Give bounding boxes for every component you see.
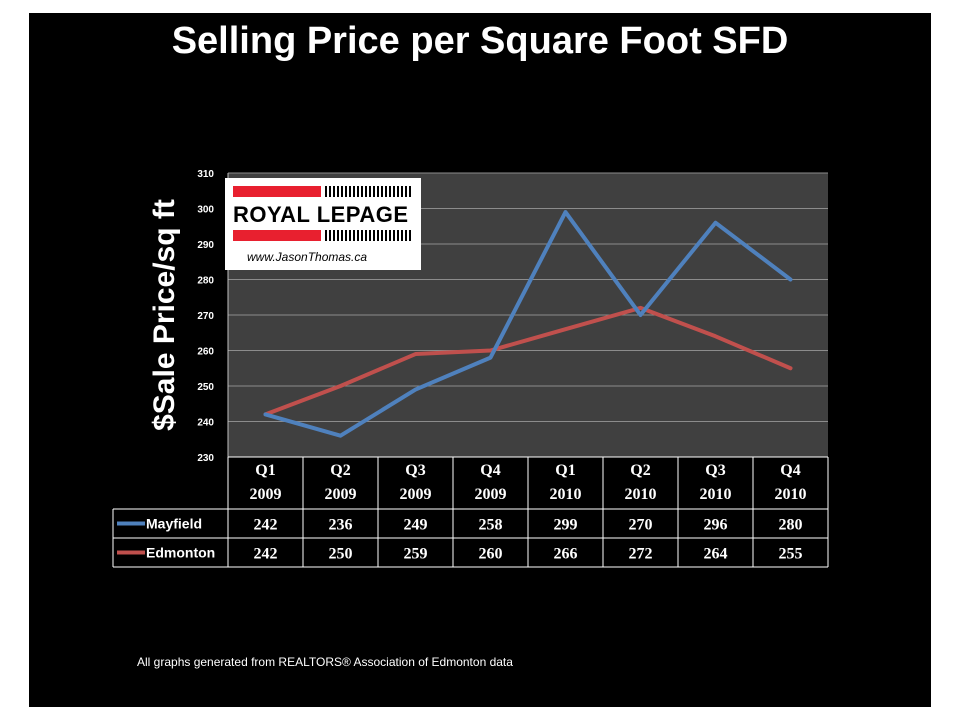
data-value: 255	[779, 546, 803, 563]
data-value: 250	[329, 546, 353, 563]
x-tick-label: Q1	[555, 462, 575, 479]
y-tick-label: 290	[197, 240, 214, 251]
x-tick-label: Q3	[705, 462, 725, 479]
data-value: 270	[629, 517, 653, 534]
series-line-mayfield	[263, 210, 793, 438]
data-value: 249	[404, 517, 428, 534]
legend-label: Mayfield	[146, 516, 202, 532]
y-tick-label: 250	[197, 382, 214, 393]
royal-lepage-logo: ROYAL LEPAGE www.JasonThomas.ca	[225, 178, 421, 270]
y-tick-label: 300	[197, 205, 214, 216]
y-tick-label: 310	[197, 169, 214, 180]
chart-title: Selling Price per Square Foot SFD	[171, 20, 789, 62]
data-value: 280	[779, 517, 803, 534]
data-value: 266	[554, 546, 578, 563]
logo-url: www.JasonThomas.ca	[247, 250, 368, 264]
y-tick-label: 270	[197, 311, 214, 322]
logo-red-bar-top	[233, 186, 321, 197]
data-value: 259	[404, 546, 428, 563]
y-tick-label: 260	[197, 347, 214, 358]
x-tick-label: Q4	[480, 462, 500, 479]
data-value: 242	[254, 546, 278, 563]
x-tick-label: 2010	[625, 486, 657, 503]
x-tick-label: 2009	[475, 486, 507, 503]
data-value: 258	[479, 517, 503, 534]
logo-hash-bottom	[325, 230, 413, 241]
x-tick-label: 2009	[325, 486, 357, 503]
data-value: 264	[704, 546, 728, 563]
logo-brand-text: ROYAL LEPAGE	[233, 202, 409, 227]
x-tick-label: Q2	[630, 462, 650, 479]
data-value: 299	[554, 517, 578, 534]
x-tick-label: 2010	[775, 486, 807, 503]
logo-red-bar-bottom	[233, 230, 321, 241]
footer-note: All graphs generated from REALTORS® Asso…	[137, 655, 513, 669]
data-value: 296	[704, 517, 728, 534]
y-tick-label: 230	[197, 453, 214, 464]
y-tick-label: 240	[197, 418, 214, 429]
y-tick-label: 280	[197, 276, 214, 287]
logo-hash-top	[325, 186, 413, 197]
x-tick-label: Q3	[405, 462, 425, 479]
series-line-edmonton	[263, 305, 793, 417]
x-tick-label: 2010	[700, 486, 732, 503]
legend-label: Edmonton	[146, 545, 215, 561]
data-value: 236	[329, 517, 353, 534]
x-tick-label: Q2	[330, 462, 350, 479]
x-tick-label: 2010	[550, 486, 582, 503]
data-value: 260	[479, 546, 503, 563]
x-tick-label: Q4	[780, 462, 800, 479]
data-value: 242	[254, 517, 278, 534]
x-tick-label: 2009	[250, 486, 282, 503]
x-tick-label: 2009	[400, 486, 432, 503]
x-tick-label: Q1	[255, 462, 275, 479]
data-value: 272	[629, 546, 653, 563]
